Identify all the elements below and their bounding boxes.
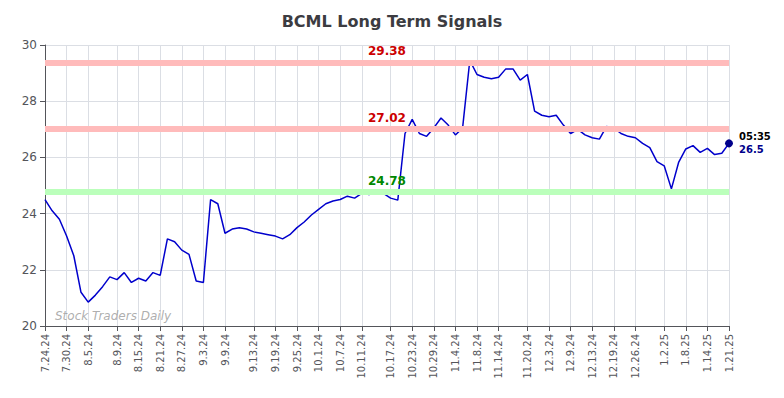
svg-text:10.7.24: 10.7.24	[335, 334, 346, 372]
svg-text:12.3.24: 12.3.24	[544, 334, 555, 372]
svg-text:12.26.24: 12.26.24	[630, 334, 641, 379]
svg-text:1.2.25: 1.2.25	[659, 334, 670, 366]
svg-text:1.8.25: 1.8.25	[680, 334, 691, 366]
svg-text:9.3.24: 9.3.24	[198, 334, 209, 366]
svg-text:29.38: 29.38	[368, 44, 406, 58]
svg-text:8.15.24: 8.15.24	[133, 334, 144, 372]
svg-text:10.29.24: 10.29.24	[428, 334, 439, 379]
svg-text:11.14.24: 11.14.24	[493, 334, 504, 379]
svg-text:10.1.24: 10.1.24	[313, 334, 324, 372]
svg-text:26: 26	[22, 150, 37, 164]
svg-text:8.5.24: 8.5.24	[83, 334, 94, 366]
svg-text:Stock Traders Daily: Stock Traders Daily	[55, 309, 172, 323]
svg-text:1.14.25: 1.14.25	[702, 334, 713, 372]
svg-text:1.21.25: 1.21.25	[724, 334, 735, 372]
svg-text:7.30.24: 7.30.24	[61, 334, 72, 372]
svg-text:8.21.24: 8.21.24	[155, 334, 166, 372]
svg-text:8.27.24: 8.27.24	[176, 334, 187, 372]
svg-text:11.20.24: 11.20.24	[522, 334, 533, 379]
svg-text:12.19.24: 12.19.24	[608, 334, 619, 379]
svg-text:10.23.24: 10.23.24	[407, 334, 418, 379]
svg-text:BCML Long Term Signals: BCML Long Term Signals	[282, 12, 503, 31]
svg-text:27.02: 27.02	[368, 111, 406, 125]
svg-text:10.17.24: 10.17.24	[385, 334, 396, 379]
svg-text:10.11.24: 10.11.24	[356, 334, 367, 379]
svg-text:12.13.24: 12.13.24	[587, 334, 598, 379]
svg-text:05:35: 05:35	[739, 131, 771, 142]
svg-text:9.13.24: 9.13.24	[248, 334, 259, 372]
svg-text:9.9.24: 9.9.24	[220, 334, 231, 366]
svg-text:28: 28	[22, 94, 37, 108]
svg-text:20: 20	[22, 319, 37, 333]
svg-text:22: 22	[22, 263, 37, 277]
svg-text:9.19.24: 9.19.24	[270, 334, 281, 372]
svg-text:8.9.24: 8.9.24	[112, 334, 123, 366]
svg-text:9.25.24: 9.25.24	[292, 334, 303, 372]
svg-text:11.8.24: 11.8.24	[472, 334, 483, 372]
svg-text:24.78: 24.78	[368, 174, 406, 188]
svg-text:7.24.24: 7.24.24	[40, 334, 51, 372]
svg-text:12.9.24: 12.9.24	[565, 334, 576, 372]
svg-text:26.5: 26.5	[739, 144, 764, 155]
svg-text:11.4.24: 11.4.24	[450, 334, 461, 372]
svg-text:30: 30	[22, 38, 37, 52]
svg-text:24: 24	[22, 207, 37, 221]
